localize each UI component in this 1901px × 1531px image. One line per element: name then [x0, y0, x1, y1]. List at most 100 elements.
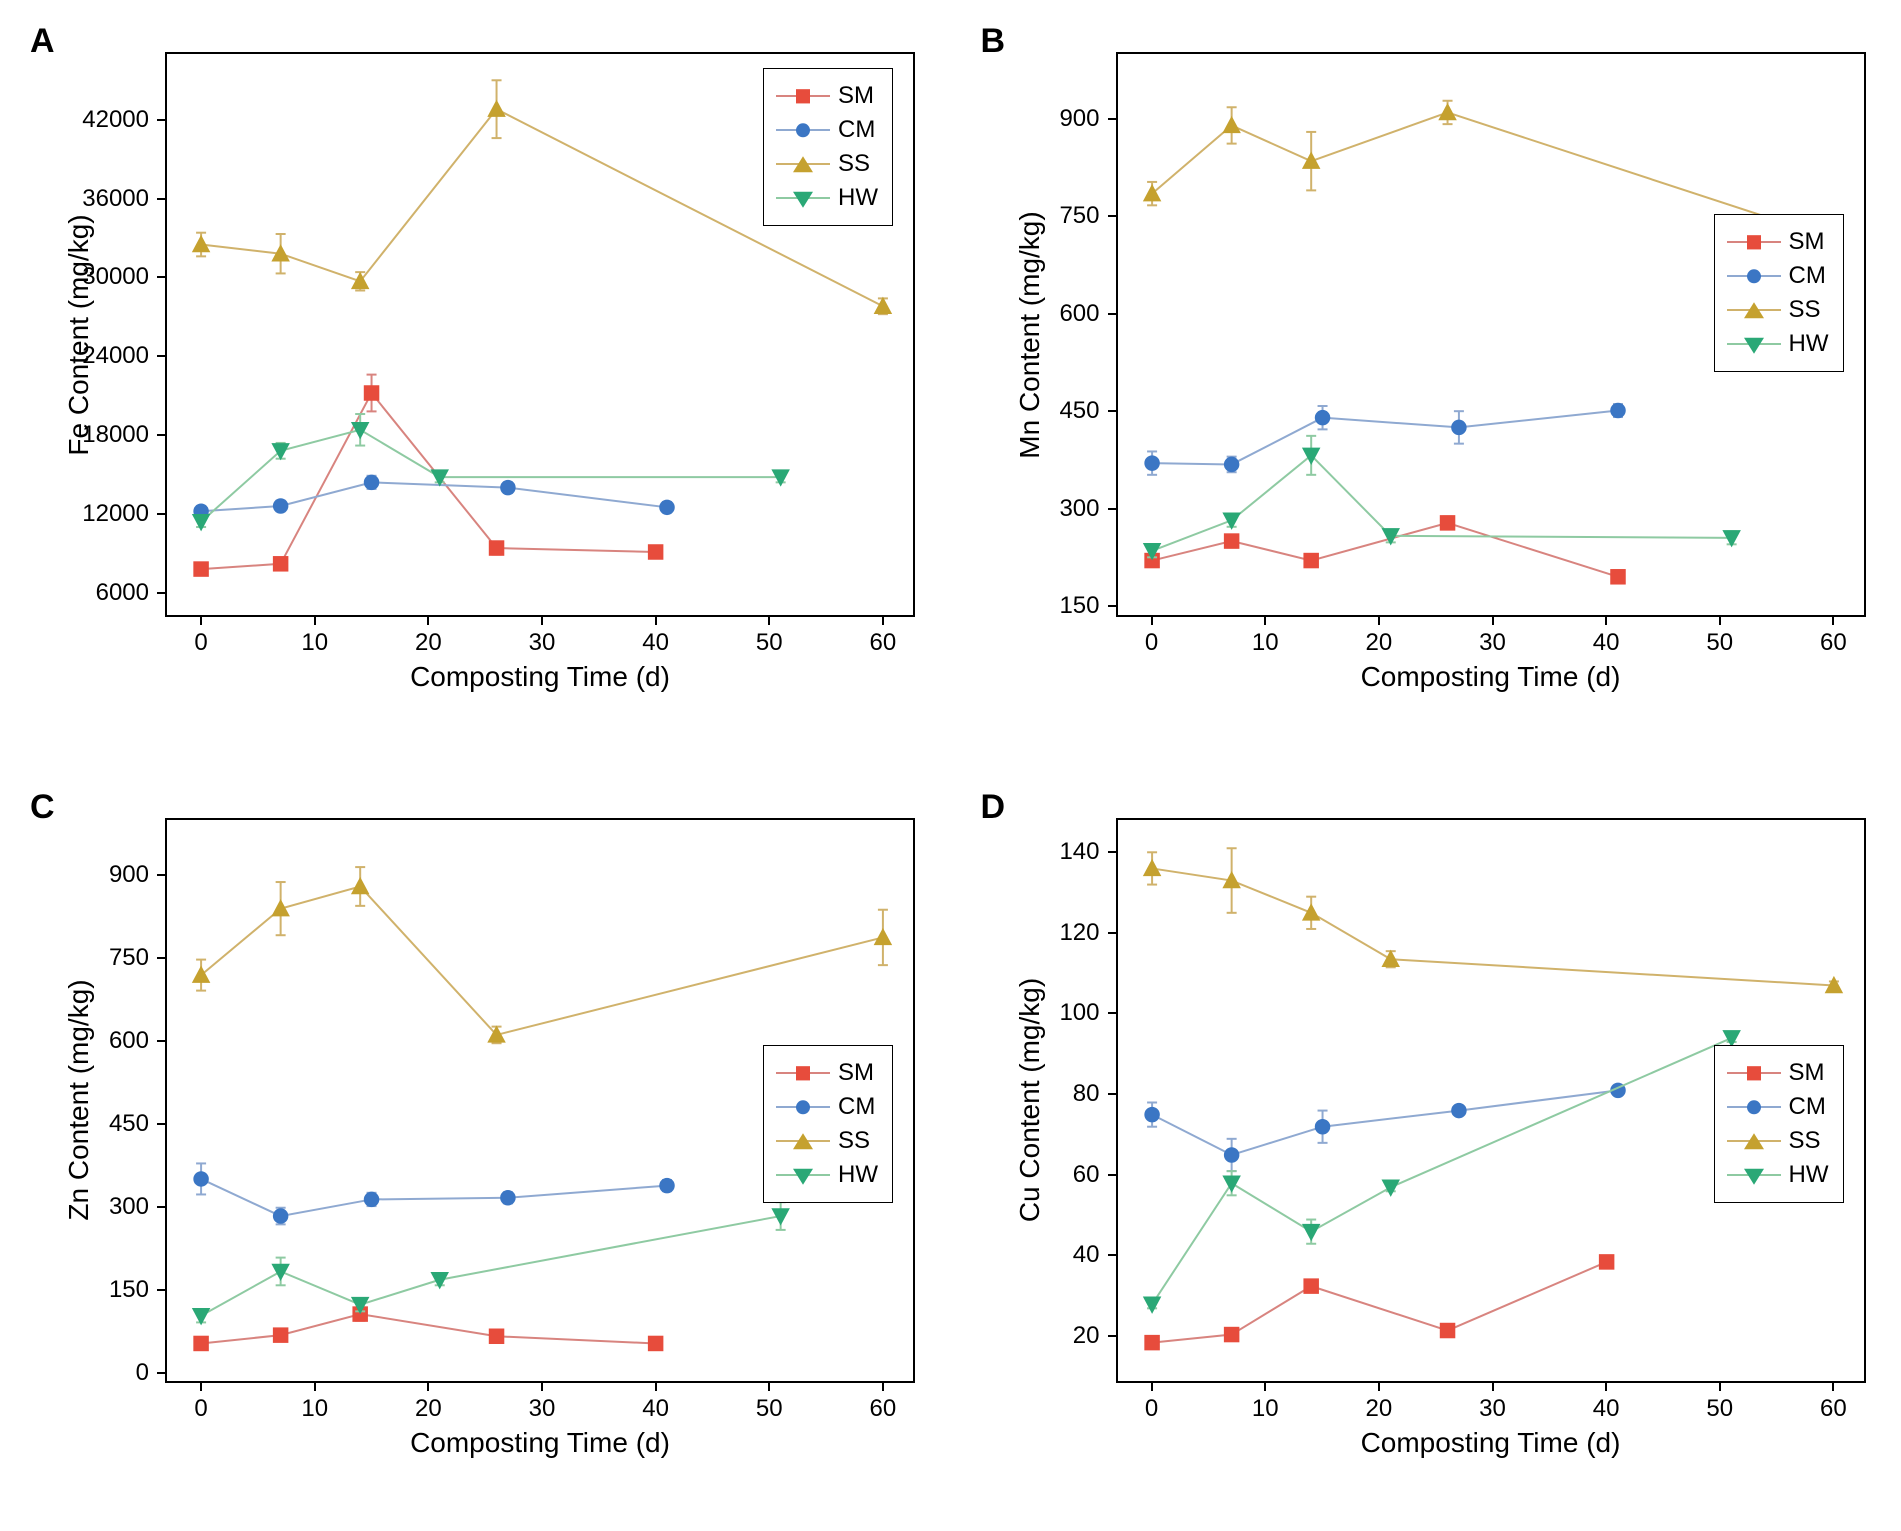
ytick-label: 42000: [82, 106, 149, 134]
figure-grid: A010203040506060001200018000240003000036…: [0, 0, 1901, 1531]
xtick-label: 30: [1479, 1395, 1506, 1423]
legend-row-HW: HW: [776, 181, 878, 215]
panel-D: D010203040506020406080100120140Compostin…: [951, 766, 1901, 1531]
xtick: [1832, 1381, 1834, 1391]
xlabel: Composting Time (d): [1361, 661, 1621, 693]
ytick-label: 600: [109, 1027, 149, 1055]
xtick: [1492, 1381, 1494, 1391]
xtick-label: 40: [1593, 629, 1620, 657]
legend-label: SS: [1789, 1124, 1821, 1158]
legend: SM CM SS HW: [1714, 1045, 1844, 1203]
legend-row-SM: SM: [776, 1056, 878, 1090]
ytick-label: 150: [1059, 592, 1099, 620]
legend-row-SM: SM: [1727, 225, 1829, 259]
legend-row-SS: SS: [1727, 1124, 1829, 1158]
xtick-label: 0: [1145, 1395, 1158, 1423]
ytick: [157, 1206, 167, 1208]
legend-label: SS: [838, 1124, 870, 1158]
legend-row-HW: HW: [1727, 1158, 1829, 1192]
xtick: [541, 615, 543, 625]
ytick-label: 60: [1073, 1161, 1100, 1189]
xtick-label: 50: [756, 629, 783, 657]
ytick: [1108, 1254, 1118, 1256]
legend-label: HW: [1789, 327, 1829, 361]
ytick: [157, 513, 167, 515]
legend-label: SS: [1789, 293, 1821, 327]
xtick: [1832, 615, 1834, 625]
xtick-label: 50: [1706, 1395, 1733, 1423]
legend: SM CM SS HW: [763, 68, 893, 226]
ytick: [157, 355, 167, 357]
legend-row-SS: SS: [776, 147, 878, 181]
xtick-label: 40: [642, 1395, 669, 1423]
ytick: [157, 957, 167, 959]
legend-label: HW: [1789, 1158, 1829, 1192]
legend: SM CM SS HW: [763, 1045, 893, 1203]
xtick-label: 20: [415, 629, 442, 657]
xtick-label: 60: [1820, 629, 1847, 657]
xtick: [200, 1381, 202, 1391]
ytick-label: 6000: [96, 579, 149, 607]
series-line-SM: [1152, 1261, 1607, 1342]
panel-label: B: [981, 22, 1006, 61]
ytick-label: 80: [1073, 1080, 1100, 1108]
ytick: [157, 1289, 167, 1291]
ytick-label: 140: [1059, 838, 1099, 866]
ytick: [1108, 215, 1118, 217]
xtick: [1492, 615, 1494, 625]
ytick: [157, 198, 167, 200]
xtick-label: 50: [1706, 629, 1733, 657]
ylabel: Mn Content (mg/kg): [1014, 211, 1046, 458]
xtick: [427, 1381, 429, 1391]
plot-frame: 01020304050600150300450600750900Composti…: [165, 818, 915, 1383]
ytick-label: 300: [109, 1193, 149, 1221]
series-line-CM: [1152, 1090, 1618, 1155]
legend-label: SM: [1789, 1056, 1825, 1090]
xtick-label: 20: [1366, 629, 1393, 657]
xlabel: Composting Time (d): [410, 661, 670, 693]
legend-row-SS: SS: [1727, 293, 1829, 327]
panel-C: C01020304050600150300450600750900Compost…: [0, 766, 951, 1531]
ytick: [157, 276, 167, 278]
xtick: [314, 1381, 316, 1391]
series-line-SM: [201, 393, 656, 569]
ytick-label: 300: [1059, 495, 1099, 523]
ytick: [157, 434, 167, 436]
xtick-label: 0: [1145, 629, 1158, 657]
ytick-label: 150: [109, 1276, 149, 1304]
xlabel: Composting Time (d): [410, 1427, 670, 1459]
ytick: [1108, 508, 1118, 510]
xtick: [768, 615, 770, 625]
legend-label: SM: [1789, 225, 1825, 259]
ytick-label: 450: [1059, 397, 1099, 425]
legend-label: SM: [838, 79, 874, 113]
series-line-CM: [201, 482, 667, 511]
xtick: [200, 615, 202, 625]
xlabel: Composting Time (d): [1361, 1427, 1621, 1459]
xtick: [427, 615, 429, 625]
xtick-label: 40: [1593, 1395, 1620, 1423]
series-line-SS: [1152, 868, 1834, 985]
xtick: [1719, 1381, 1721, 1391]
ytick-label: 40: [1073, 1241, 1100, 1269]
legend-label: HW: [838, 181, 878, 215]
ytick: [1108, 410, 1118, 412]
legend-row-SS: SS: [776, 1124, 878, 1158]
legend-row-HW: HW: [776, 1158, 878, 1192]
series-line-CM: [1152, 411, 1618, 465]
xtick-label: 20: [415, 1395, 442, 1423]
ytick: [1108, 932, 1118, 934]
ytick: [157, 1040, 167, 1042]
xtick: [1719, 615, 1721, 625]
xtick: [1264, 1381, 1266, 1391]
ytick-label: 20: [1073, 1322, 1100, 1350]
xtick: [314, 615, 316, 625]
xtick: [1151, 1381, 1153, 1391]
xtick-label: 0: [194, 629, 207, 657]
series-line-HW: [1152, 1037, 1732, 1303]
ytick: [1108, 1335, 1118, 1337]
series-line-SM: [201, 1314, 656, 1343]
legend-label: CM: [1789, 1090, 1826, 1124]
ytick: [1108, 118, 1118, 120]
ytick-label: 0: [136, 1359, 149, 1387]
